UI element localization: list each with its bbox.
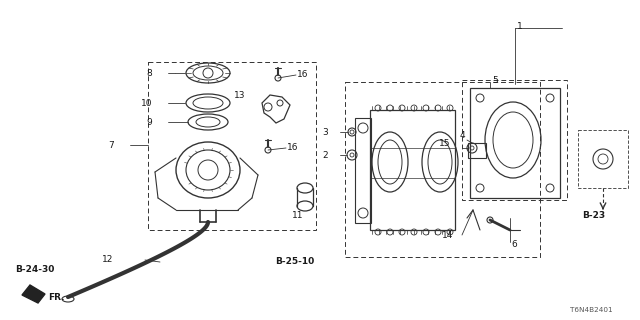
Text: 5: 5	[492, 76, 498, 84]
Bar	[148, 62, 316, 230]
Text: 15: 15	[438, 139, 450, 148]
Bar	[468, 143, 486, 158]
Text: 3: 3	[323, 127, 328, 137]
Bar	[345, 82, 540, 257]
Text: 13: 13	[234, 91, 245, 100]
Text: 1: 1	[517, 21, 523, 30]
Polygon shape	[22, 285, 45, 303]
Text: 11: 11	[292, 211, 304, 220]
Bar	[578, 130, 628, 188]
Text: 7: 7	[108, 140, 114, 149]
Bar	[370, 110, 455, 230]
Text: 16: 16	[297, 69, 308, 78]
Text: 4: 4	[459, 131, 465, 140]
Text: 6: 6	[511, 239, 516, 249]
Text: FR.: FR.	[48, 293, 65, 302]
Text: 2: 2	[323, 150, 328, 159]
Text: 10: 10	[141, 99, 152, 108]
Bar	[470, 88, 560, 198]
Text: B-24-30: B-24-30	[15, 266, 54, 275]
Bar	[462, 80, 567, 200]
Text: 8: 8	[147, 68, 152, 77]
Text: B-23: B-23	[582, 211, 605, 220]
Bar	[355, 118, 371, 223]
Text: 14: 14	[442, 230, 453, 239]
Text: 12: 12	[102, 255, 113, 265]
Text: T6N4B2401: T6N4B2401	[570, 307, 612, 313]
Text: B-25-10: B-25-10	[275, 258, 315, 267]
Text: 9: 9	[147, 117, 152, 126]
Text: 16: 16	[287, 142, 298, 151]
